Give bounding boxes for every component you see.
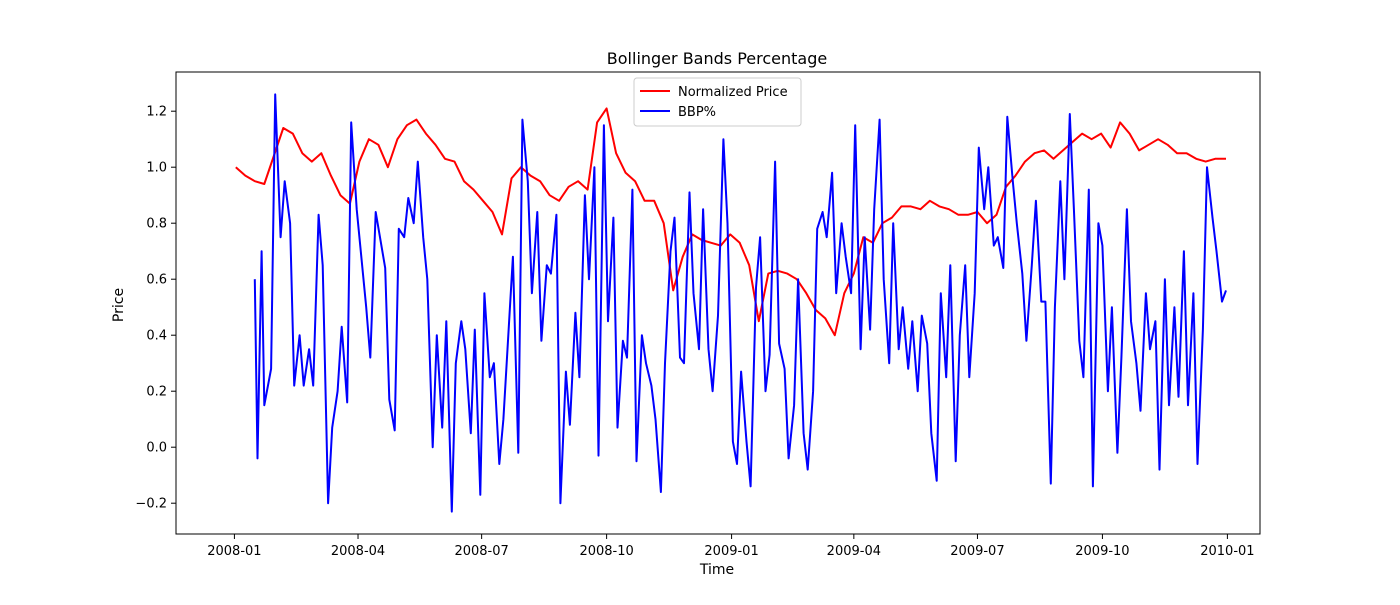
y-tick-label: 0.0 <box>146 441 167 456</box>
y-tick-label: 0.8 <box>146 217 167 232</box>
x-tick-label: 2008-07 <box>454 544 508 559</box>
x-tick-label: 2009-04 <box>827 544 881 559</box>
y-tick-label: −0.2 <box>135 497 167 512</box>
chart-title: Bollinger Bands Percentage <box>607 49 827 68</box>
x-tick-label: 2009-07 <box>950 544 1004 559</box>
legend-box <box>633 77 802 127</box>
axes-layer: 2008-01 2008-04 2008-07 2008-10 2009-01 2009-… <box>135 71 1261 559</box>
y-axis-label: Price <box>111 288 127 322</box>
x-tick-label: 2008-04 <box>331 544 385 559</box>
series-line-normalized-price <box>235 107 1226 337</box>
plot-frame <box>175 71 1261 535</box>
y-tick-label: 1.2 <box>146 105 167 120</box>
y-tick-label: 0.6 <box>146 273 167 288</box>
y-tick-label: 0.2 <box>146 385 167 400</box>
legend: Normalized Price BBP% <box>633 77 802 127</box>
legend-label-normalized-price: Normalized Price <box>678 85 788 100</box>
x-tick-label: 2009-10 <box>1075 544 1129 559</box>
x-tick-label: 2008-10 <box>579 544 633 559</box>
x-axis-label: Time <box>699 562 734 578</box>
x-tick-label: 2009-01 <box>704 544 758 559</box>
series-layer <box>235 93 1227 513</box>
series-line-bbp <box>253 93 1227 513</box>
x-tick-label: 2008-01 <box>207 544 261 559</box>
legend-label-bbp: BBP% <box>678 105 716 120</box>
x-tick-label: 2010-01 <box>1200 544 1254 559</box>
y-tick-label: 0.4 <box>146 329 167 344</box>
y-tick-label: 1.0 <box>146 161 167 176</box>
